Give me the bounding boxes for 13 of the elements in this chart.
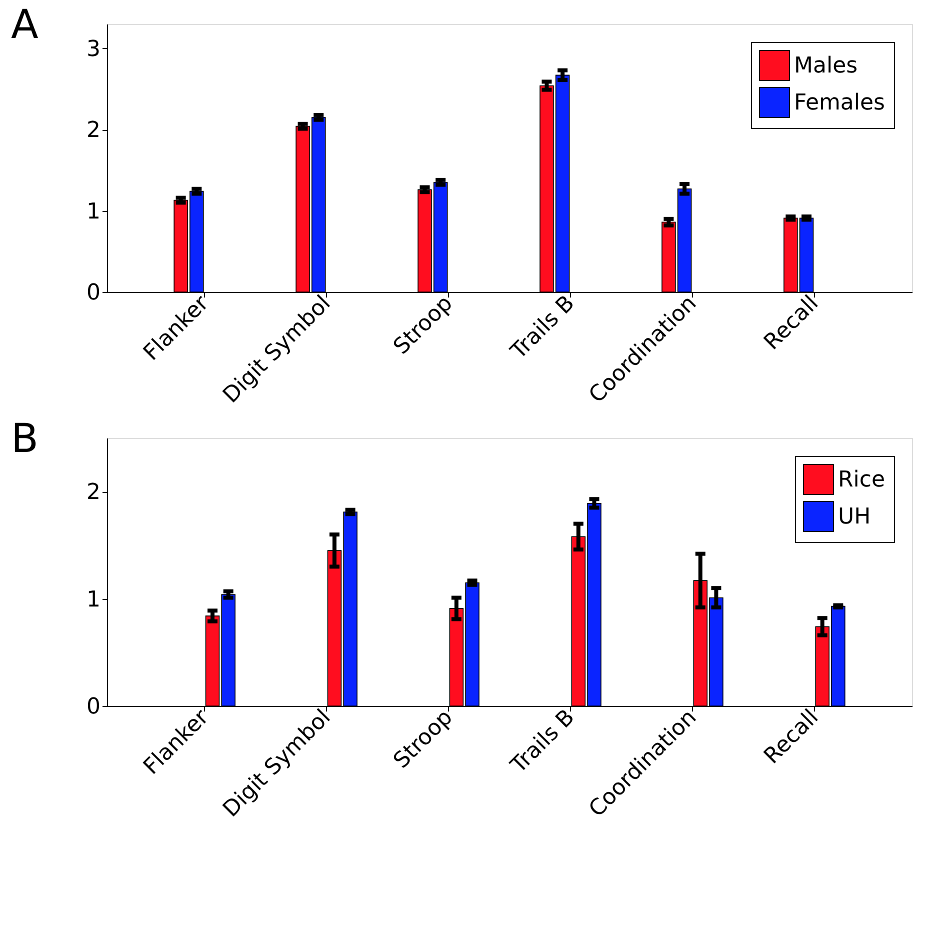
chart-title: B bbox=[11, 416, 38, 462]
chart-title: A bbox=[11, 2, 40, 48]
legend-label: Males bbox=[794, 54, 858, 78]
y-tick-label: 1 bbox=[86, 587, 100, 612]
y-tick-label: 2 bbox=[86, 480, 100, 506]
legend-label: Rice bbox=[838, 468, 886, 492]
y-tick-label: 3 bbox=[86, 36, 100, 62]
y-tick-label: 0 bbox=[86, 694, 100, 720]
y-tick-label: 2 bbox=[86, 118, 100, 144]
y-tick-label: 1 bbox=[86, 199, 100, 224]
legend-label: UH bbox=[838, 504, 871, 530]
y-tick-label: 0 bbox=[86, 280, 100, 306]
legend-label: Females bbox=[794, 90, 886, 116]
